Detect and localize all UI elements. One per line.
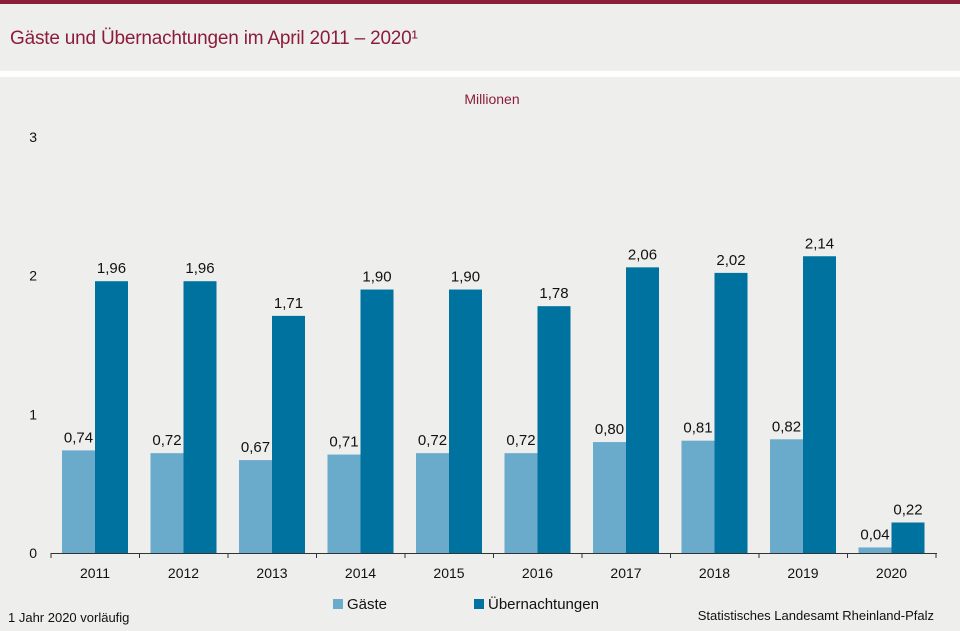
bar-gaeste	[327, 454, 361, 553]
x-axis: 2011 2012 2013 2014 2015 2016 2017 2018 2019 2020	[50, 553, 937, 581]
source-note: Statistisches Landesamt Rheinland-Pfalz	[698, 608, 934, 623]
x-tick-label: 2018	[699, 565, 730, 581]
bar-gaeste	[62, 450, 95, 553]
legend-swatch-uebernachtungen	[474, 599, 484, 609]
x-tick-label: 2012	[168, 565, 199, 581]
bar-value-label: 0,22	[893, 501, 922, 518]
bar-gaeste	[681, 440, 715, 553]
legend-swatch-gaeste	[333, 599, 343, 609]
bar-value-label: 0,72	[418, 432, 447, 449]
bar-value-label: 2,14	[805, 235, 834, 252]
bar-uebernachtungen	[891, 522, 925, 553]
x-tick-label: 2014	[345, 565, 376, 581]
x-tick-label: 2015	[433, 565, 464, 581]
bar-gaeste	[770, 439, 803, 553]
bar-uebernachtungen	[537, 306, 571, 553]
y-axis: 0 1 2 3	[29, 129, 37, 561]
bar-uebernachtungen	[803, 256, 836, 553]
chart-header: Gäste und Übernachtungen im April 2011 –…	[0, 4, 960, 71]
bar-uebernachtungen	[449, 289, 482, 553]
bar-gaeste	[416, 453, 449, 553]
chart-title: Gäste und Übernachtungen im April 2011 –…	[10, 28, 418, 49]
x-tick-label: 2019	[787, 565, 818, 581]
unit-label: Millionen	[464, 91, 519, 107]
top-accent-bar	[0, 0, 960, 4]
bar-uebernachtungen	[272, 315, 305, 553]
bar-value-label: 0,71	[329, 434, 358, 451]
bars-group: 0,74 1,96 0,72 1,96 0,67 1,71 0,71 1,90 0,72 1,90…	[62, 235, 925, 553]
bar-value-label: 0,80	[595, 421, 624, 438]
legend-label: Gäste	[347, 596, 387, 613]
bar-gaeste	[150, 453, 184, 553]
bar-uebernachtungen	[714, 272, 748, 553]
bar-value-label: 2,02	[716, 252, 745, 269]
bar-value-label: 0,74	[64, 429, 93, 446]
bar-value-label: 0,81	[683, 420, 712, 437]
bar-value-label: 0,72	[506, 432, 535, 449]
bar-value-label: 0,04	[860, 526, 889, 543]
bar-value-label: 2,06	[628, 246, 657, 263]
bar-uebernachtungen	[183, 281, 217, 553]
bar-value-label: 1,96	[97, 260, 126, 277]
x-tick-label: 2013	[256, 565, 287, 581]
bar-gaeste	[504, 453, 538, 553]
x-tick-label: 2011	[80, 565, 110, 581]
x-tick-label: 2016	[522, 565, 553, 581]
bar-gaeste	[239, 460, 272, 553]
bar-value-label: 1,90	[451, 269, 480, 286]
bar-value-label: 1,90	[362, 269, 391, 286]
footnote: 1 Jahr 2020 vorläufig	[8, 610, 129, 625]
bar-value-label: 0,72	[152, 432, 181, 449]
bar-value-label: 1,96	[185, 260, 214, 277]
bar-value-label: 0,67	[241, 439, 270, 456]
y-tick-label: 3	[29, 129, 37, 145]
y-tick-label: 2	[29, 268, 37, 284]
x-tick-label: 2020	[876, 565, 907, 581]
y-tick-label: 0	[29, 545, 37, 561]
bar-uebernachtungen	[626, 267, 659, 553]
bar-gaeste	[593, 442, 626, 553]
bar-gaeste	[858, 547, 892, 553]
x-tick-label: 2017	[610, 565, 641, 581]
bar-value-label: 1,71	[274, 295, 303, 312]
bar-uebernachtungen	[95, 281, 128, 553]
legend-label: Übernachtungen	[488, 595, 599, 613]
bar-value-label: 1,78	[539, 285, 568, 302]
bar-uebernachtungen	[360, 289, 394, 553]
header-divider	[0, 71, 960, 77]
bar-value-label: 0,82	[772, 418, 801, 435]
legend: Gäste Übernachtungen	[333, 595, 599, 613]
y-tick-label: 1	[29, 406, 37, 422]
